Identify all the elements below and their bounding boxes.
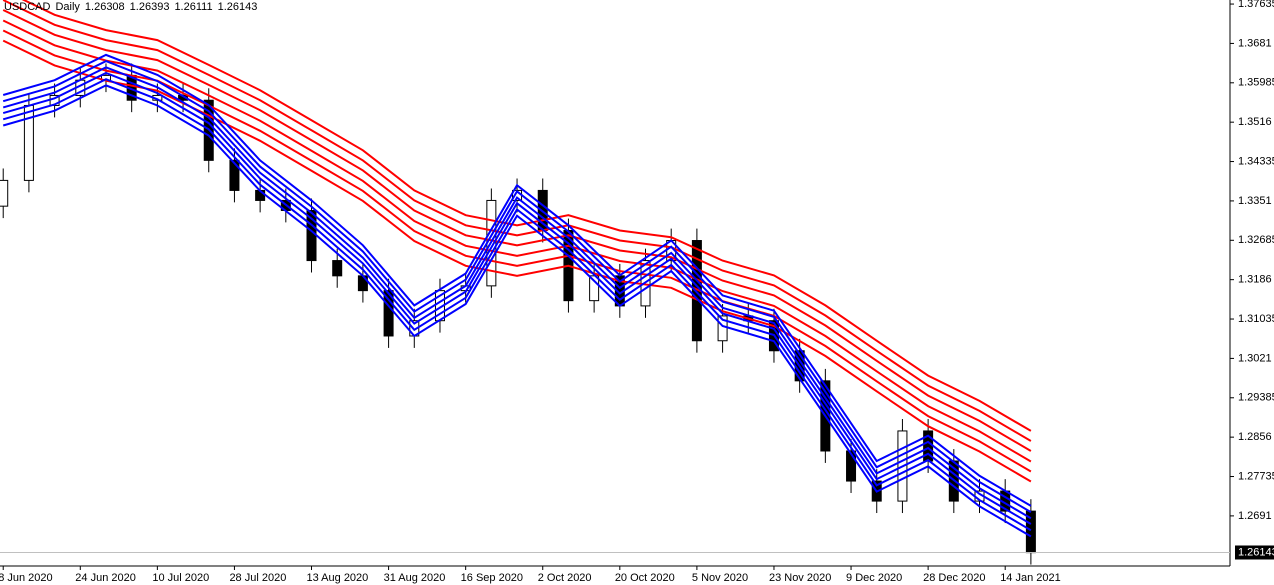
moving-average-line xyxy=(2,29,1032,473)
y-tick-label: 1.34335 xyxy=(1238,155,1274,167)
moving-average-line xyxy=(2,66,1032,520)
moving-average-line xyxy=(2,9,1032,452)
moving-average-line xyxy=(2,78,1032,532)
candle-body xyxy=(846,450,857,482)
candle-body xyxy=(0,179,9,207)
x-tick-label: 9 Dec 2020 xyxy=(846,572,902,584)
moving-average-line xyxy=(2,71,1032,525)
close-price: 1.26143 xyxy=(217,1,258,13)
y-tick-label: 1.3021 xyxy=(1238,352,1272,364)
moving-average-line xyxy=(2,60,1032,513)
last-price-label: 1.26143 xyxy=(1238,546,1274,558)
candle-body xyxy=(332,260,343,277)
moving-average-line xyxy=(21,0,1032,432)
y-tick-label: 1.2691 xyxy=(1238,510,1272,522)
x-tick-label: 31 Aug 2020 xyxy=(384,572,446,584)
x-tick-label: 2 Oct 2020 xyxy=(538,572,592,584)
moving-average-line xyxy=(2,0,1032,442)
x-tick-label: 8 Jun 2020 xyxy=(0,572,53,584)
y-tick-label: 1.37635 xyxy=(1238,0,1274,10)
y-tick-label: 1.3516 xyxy=(1238,116,1272,128)
last-price-box xyxy=(1235,545,1274,560)
symbol: USDCAD xyxy=(4,1,51,13)
candle-body xyxy=(383,290,394,337)
chart-header: USDCAD Daily 1.26308 1.26393 1.26111 1.2… xyxy=(4,1,257,13)
y-tick-label: 1.31035 xyxy=(1238,313,1274,325)
moving-average-line xyxy=(2,39,1032,483)
candle-body xyxy=(229,159,240,191)
x-tick-label: 28 Dec 2020 xyxy=(923,572,985,584)
x-tick-label: 16 Sep 2020 xyxy=(461,572,523,584)
y-tick-label: 1.29385 xyxy=(1238,392,1274,404)
x-tick-label: 13 Aug 2020 xyxy=(307,572,369,584)
moving-average-line xyxy=(2,19,1032,463)
moving-average-line xyxy=(2,84,1032,538)
moving-average-line xyxy=(2,53,1032,507)
open-price: 1.26308 xyxy=(84,1,125,13)
x-tick-label: 28 Jul 2020 xyxy=(229,572,286,584)
high-price: 1.26393 xyxy=(129,1,170,13)
low-price: 1.26111 xyxy=(174,1,213,13)
y-tick-label: 1.35985 xyxy=(1238,77,1274,89)
y-tick-label: 1.3351 xyxy=(1238,195,1272,207)
x-tick-label: 14 Jan 2021 xyxy=(1000,572,1061,584)
x-tick-label: 23 Nov 2020 xyxy=(769,572,831,584)
x-tick-label: 10 Jul 2020 xyxy=(152,572,209,584)
timeframe: Daily xyxy=(55,1,80,13)
x-tick-label: 5 Nov 2020 xyxy=(692,572,748,584)
y-tick-label: 1.27735 xyxy=(1238,470,1274,482)
y-tick-label: 1.3681 xyxy=(1238,37,1272,49)
y-tick-label: 1.3186 xyxy=(1238,274,1272,286)
y-tick-label: 1.2856 xyxy=(1238,431,1272,443)
y-tick-label: 1.32685 xyxy=(1238,234,1274,246)
x-tick-label: 24 Jun 2020 xyxy=(75,572,136,584)
x-tick-label: 20 Oct 2020 xyxy=(615,572,675,584)
